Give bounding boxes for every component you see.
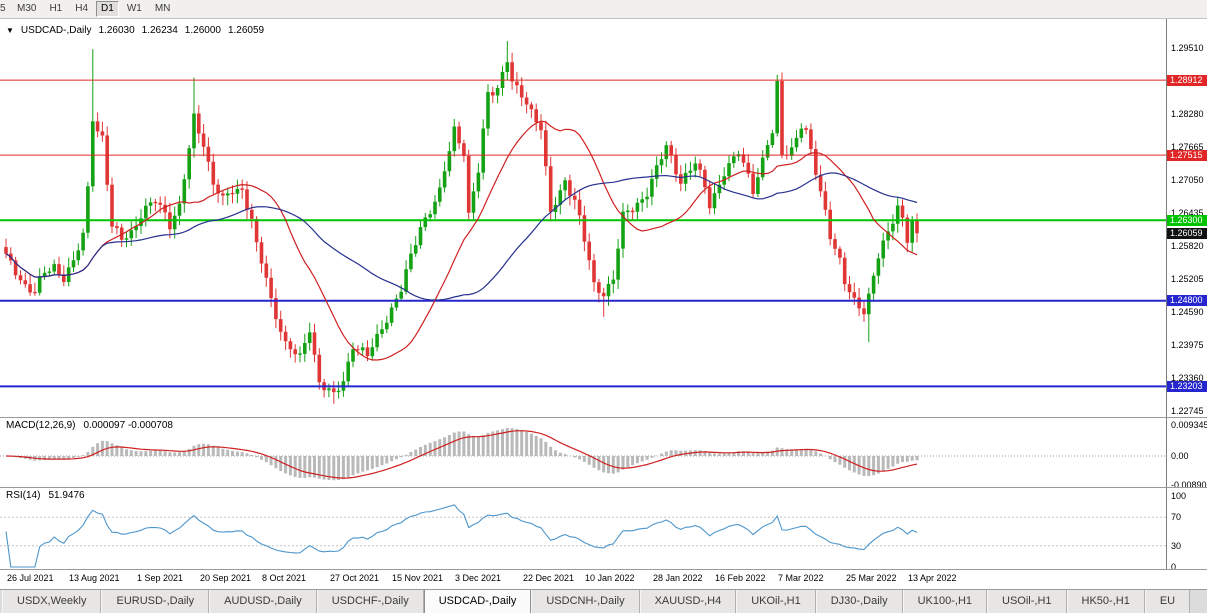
date-label: 20 Sep 2021 bbox=[200, 573, 252, 583]
price-tick-label: 1.27665 bbox=[1171, 142, 1204, 152]
price-line-label: 1.26300 bbox=[1167, 215, 1207, 226]
chart-tab-usdcad-daily[interactable]: USDCAD-,Daily bbox=[423, 590, 532, 613]
price-chart[interactable] bbox=[0, 19, 1166, 570]
date-label: 1 Sep 2021 bbox=[137, 573, 184, 583]
chart-tab-usdx-weekly[interactable]: USDX,Weekly bbox=[2, 590, 102, 613]
chart-tab-dj30-daily[interactable]: DJ30-,Daily bbox=[815, 590, 903, 613]
timeframe-button-mn[interactable]: MN bbox=[154, 3, 171, 14]
date-label: 13 Apr 2022 bbox=[908, 573, 957, 583]
ohlc-open: 1.26030 bbox=[98, 25, 135, 36]
date-label: 8 Oct 2021 bbox=[262, 573, 307, 583]
chart-tab-usdcnh-daily[interactable]: USDCNH-,Daily bbox=[531, 590, 640, 613]
date-label: 10 Jan 2022 bbox=[585, 573, 635, 583]
chart-tab-audusd-daily[interactable]: AUDUSD-,Daily bbox=[209, 590, 317, 613]
chart-tab-usdchf-daily[interactable]: USDCHF-,Daily bbox=[316, 590, 424, 613]
rsi-axis-label: 30 bbox=[1171, 541, 1182, 551]
moving-average-line bbox=[5, 120, 918, 361]
price-tick-label: 1.25205 bbox=[1171, 274, 1204, 284]
timeframe-button-h1[interactable]: H1 bbox=[49, 3, 63, 14]
macd-axis-label: -0.00890 bbox=[1171, 480, 1207, 490]
date-label: 26 Jul 2021 bbox=[7, 573, 54, 583]
macd-histogram bbox=[9, 428, 919, 481]
macd-indicator-header: MACD(12,26,9) 0.000097 -0.000708 bbox=[6, 420, 173, 431]
price-line-label: 1.23203 bbox=[1167, 381, 1207, 392]
ohlc-high: 1.26234 bbox=[141, 25, 178, 36]
rsi-line bbox=[5, 504, 918, 568]
price-tick-label: 1.29510 bbox=[1171, 43, 1204, 53]
panel-separator[interactable] bbox=[0, 487, 1207, 488]
chart-tab-eurusd-daily[interactable]: EURUSD-,Daily bbox=[101, 590, 210, 613]
panel-separator[interactable] bbox=[0, 569, 1207, 570]
chart-tab-eu[interactable]: EU bbox=[1144, 590, 1191, 613]
timeframe-button-m30[interactable]: M30 bbox=[17, 3, 37, 14]
date-label: 25 Mar 2022 bbox=[846, 573, 897, 583]
up-candle-bodies bbox=[37, 62, 914, 393]
price-axis[interactable]: 1.295101.288951.282801.276651.270501.264… bbox=[1166, 19, 1207, 572]
chart-tab-bar: USDX,Weekly EURUSD-,Daily AUDUSD-,Daily USD… bbox=[0, 589, 1207, 613]
macd-signal-line bbox=[5, 430, 918, 479]
down-candle-bodies bbox=[4, 62, 919, 393]
macd-axis-label: 0.00 bbox=[1171, 451, 1189, 461]
rsi-axis-label: 0 bbox=[1171, 562, 1177, 572]
chart-tab-hk50-h1[interactable]: HK50-,H1 bbox=[1066, 590, 1145, 613]
chart-plot-area[interactable] bbox=[0, 19, 1166, 570]
price-line-label: 1.27515 bbox=[1167, 150, 1207, 161]
timeframe-button-w1[interactable]: W1 bbox=[126, 3, 142, 14]
price-tick-label: 1.24590 bbox=[1171, 307, 1204, 317]
date-label: 13 Aug 2021 bbox=[69, 573, 120, 583]
date-label: 28 Jan 2022 bbox=[653, 573, 703, 583]
rsi-axis-label: 70 bbox=[1171, 512, 1182, 522]
chart-symbol-label: USDCAD-,Daily bbox=[20, 25, 92, 36]
moving-average-line bbox=[5, 172, 918, 301]
date-label: 27 Oct 2021 bbox=[330, 573, 380, 583]
price-tick-label: 1.26435 bbox=[1171, 208, 1204, 218]
price-tick-label: 1.23360 bbox=[1171, 373, 1204, 383]
price-tick-label: 1.28280 bbox=[1171, 109, 1204, 119]
rsi-indicator-header: RSI(14) 51.9476 bbox=[6, 490, 85, 501]
panel-separator[interactable] bbox=[0, 417, 1207, 418]
timeframe-button-5[interactable]: 5 bbox=[0, 3, 6, 14]
chart-tab-uk100-h1[interactable]: UK100-,H1 bbox=[902, 590, 988, 613]
price-tick-label: 1.22745 bbox=[1171, 406, 1204, 416]
chart-tab-usoil-h1[interactable]: USOil-,H1 bbox=[987, 590, 1067, 613]
ohlc-close: 1.26059 bbox=[227, 25, 265, 36]
macd-axis-label: 0.009345 bbox=[1171, 420, 1207, 430]
current-price-label: 1.26059 bbox=[1167, 228, 1207, 239]
price-line-label: 1.28912 bbox=[1167, 75, 1207, 86]
date-label: 3 Dec 2021 bbox=[455, 573, 502, 583]
date-label: 15 Nov 2021 bbox=[392, 573, 444, 583]
price-line-label: 1.24800 bbox=[1167, 295, 1207, 306]
chart-dropdown-icon[interactable]: ▼ bbox=[6, 25, 14, 35]
date-label: 7 Mar 2022 bbox=[778, 573, 824, 583]
rsi-indicator-value: 51.9476 bbox=[48, 490, 85, 501]
macd-indicator-label: MACD(12,26,9) bbox=[6, 420, 76, 431]
chart-tab-xauusd-h4[interactable]: XAUUSD-,H4 bbox=[639, 590, 737, 613]
price-tick-label: 1.23975 bbox=[1171, 340, 1204, 350]
price-tick-label: 1.25820 bbox=[1171, 241, 1204, 251]
chart-symbol-header: ▼ USDCAD-,Daily 1.26030 1.26234 1.26000 … bbox=[6, 25, 264, 36]
timeframe-toolbar: 5 M30 H1 H4 D1 W1 MN bbox=[0, 0, 1207, 19]
rsi-indicator-label: RSI(14) bbox=[6, 490, 41, 501]
ohlc-low: 1.26000 bbox=[184, 25, 221, 36]
timeframe-button-h4[interactable]: H4 bbox=[75, 3, 89, 14]
price-tick-label: 1.27050 bbox=[1171, 175, 1204, 185]
time-axis[interactable]: 26 Jul 2021 13 Aug 2021 1 Sep 2021 20 Sep 2… bbox=[0, 570, 1207, 589]
chart-tab-ukoil-h1[interactable]: UKOil-,H1 bbox=[736, 590, 816, 613]
date-label: 16 Feb 2022 bbox=[715, 573, 766, 583]
timeframe-button-d1[interactable]: D1 bbox=[96, 1, 119, 17]
rsi-axis-label: 100 bbox=[1171, 491, 1187, 501]
date-label: 22 Dec 2021 bbox=[523, 573, 575, 583]
macd-indicator-values: 0.000097 -0.000708 bbox=[83, 420, 173, 431]
